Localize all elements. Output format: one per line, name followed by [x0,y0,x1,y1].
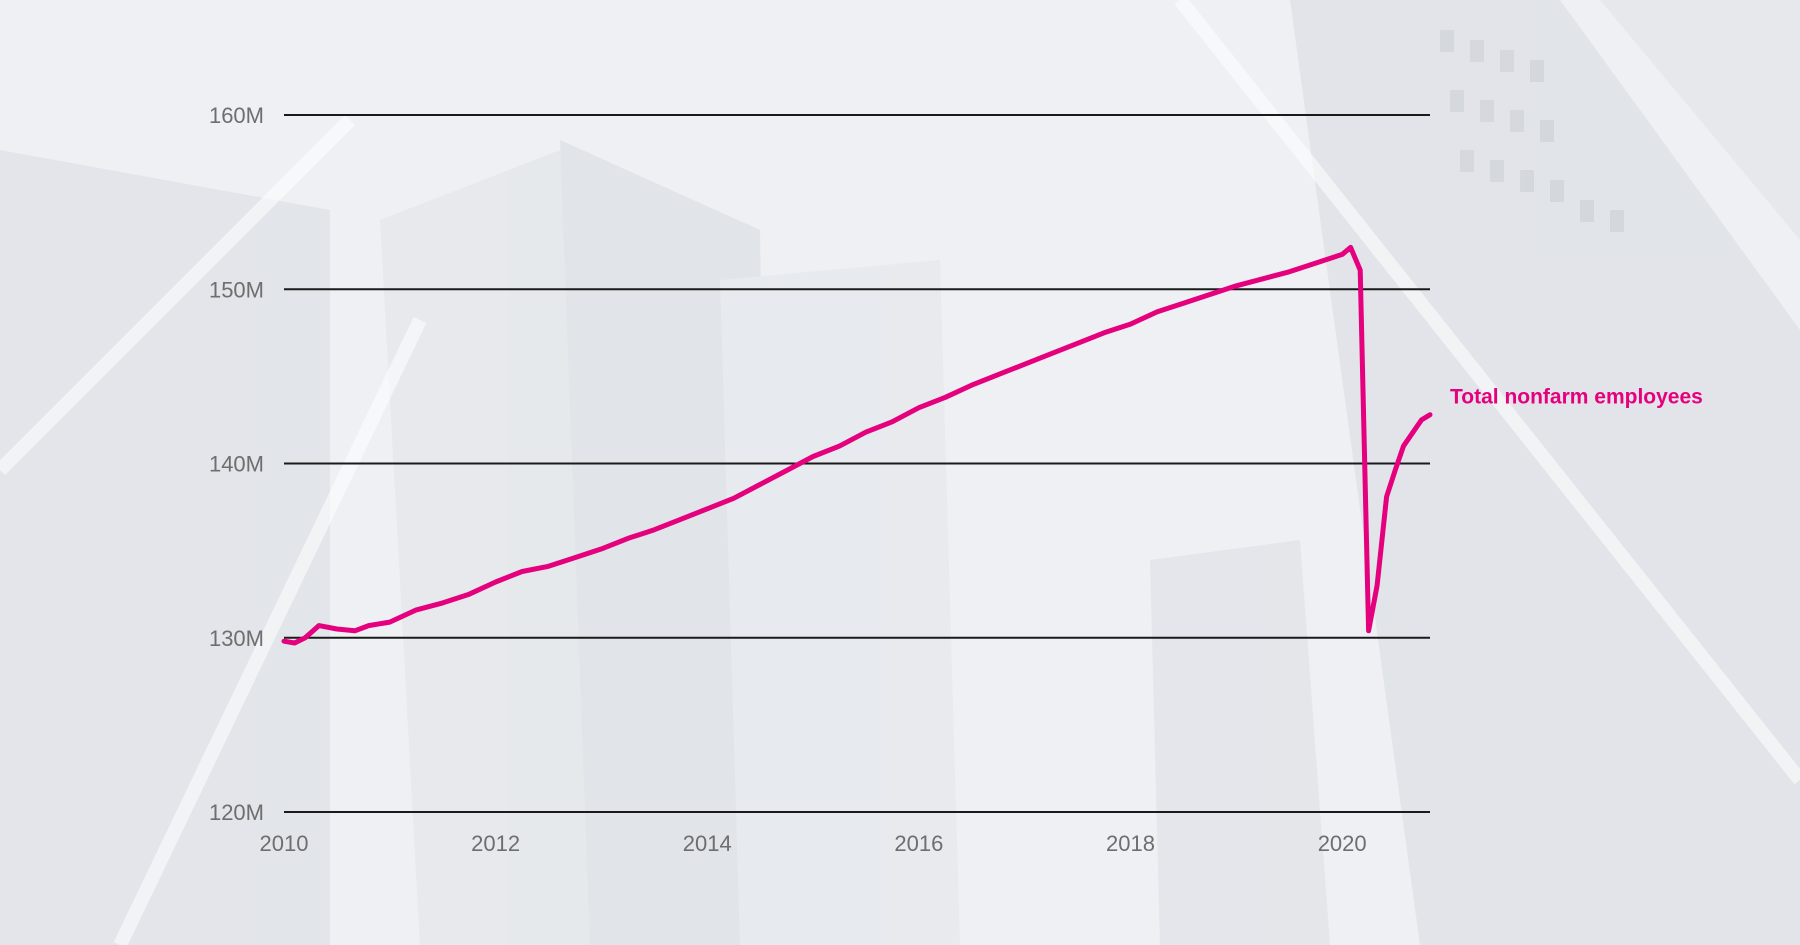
y-axis-tick-labels: 120M 130M 140M 150M 160M [209,103,264,825]
x-tick-label: 2012 [471,831,520,856]
x-tick-label: 2020 [1318,831,1367,856]
x-axis-tick-labels: 2010 2012 2014 2016 2018 2020 [260,831,1367,856]
x-tick-label: 2018 [1106,831,1155,856]
y-tick-label: 160M [209,103,264,128]
series-label: Total nonfarm employees [1450,386,1703,409]
series-labels: Total nonfarm employees [1450,386,1703,409]
x-tick-label: 2016 [894,831,943,856]
series-group [281,244,1433,646]
x-tick-label: 2014 [683,831,732,856]
series-line-0 [281,244,1433,646]
grid-lines [284,114,1430,813]
x-tick-label: 2010 [260,831,309,856]
y-tick-label: 150M [209,277,264,302]
y-tick-label: 120M [209,800,264,825]
y-tick-label: 130M [209,626,264,651]
y-tick-label: 140M [209,452,264,477]
